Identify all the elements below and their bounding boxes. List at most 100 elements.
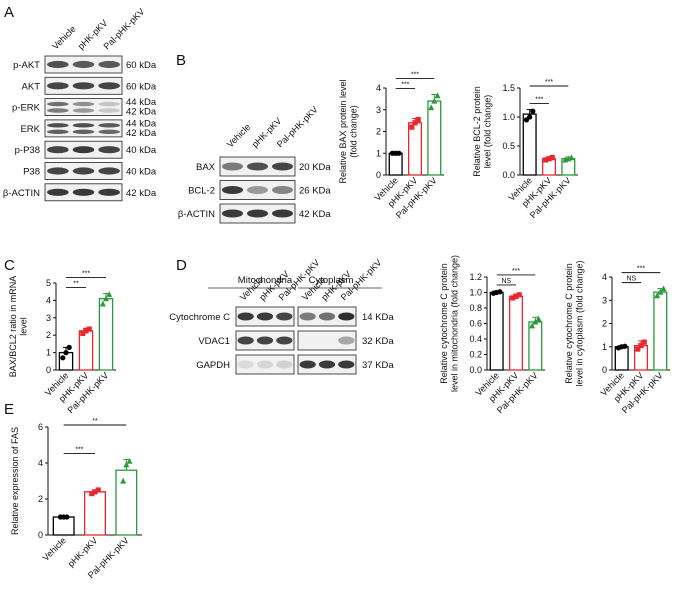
significance-label: ***	[512, 268, 520, 275]
blot-a-p-erk-kda: 44 kDa	[126, 97, 157, 108]
blot-a-akt-band	[98, 82, 120, 90]
blot-a-actin-band	[72, 188, 95, 196]
data-point	[546, 156, 552, 162]
blot-d-vdac1-cyto-strip	[297, 330, 357, 351]
blot-a-p-p38-band	[47, 146, 69, 154]
blot-d-gapdh-mito-strip	[235, 354, 295, 375]
y-tick-label: 2	[602, 319, 607, 329]
blot-d-gapdh-cyto-band	[299, 360, 316, 369]
bar-vehicle	[58, 351, 74, 371]
blot-a-p-erk-kda-2: 42 kDa	[126, 107, 157, 118]
y-tick-label: 3	[46, 313, 51, 323]
bar-vehicle	[614, 346, 629, 371]
significance-label: NS	[626, 276, 636, 283]
blot-a-p-erk-band	[47, 101, 69, 107]
chart-bcl2-protein: 0.0 0.5 1.0 1.5 Relative BCL-2 proteinlevel …	[472, 79, 578, 220]
blot-d-group-mitochondria: Mitochondria	[238, 275, 293, 286]
blot-a-p-p38-band	[72, 146, 95, 154]
blot-a-p-erk-band	[72, 101, 95, 107]
blot-b-actin-label: β-ACTIN	[178, 209, 215, 220]
chart-cytc-mitochondria: 0.0 0.2 0.4 0.6 0.8 1.0 1.2 Relative cytochrome…	[439, 255, 545, 415]
data-point	[415, 116, 421, 123]
blot-a-akt-band	[72, 82, 95, 90]
y-tick-label: 0.4	[469, 334, 482, 344]
y-axis-label: BAX/BCL2 ratio in mRNAlevel	[8, 276, 29, 378]
chart-bax-protein: 0 1 2 3 4 Relative BAX protein level(fold cha…	[338, 72, 444, 220]
blot-a-erk-kda: 44 kDa	[126, 118, 157, 129]
blot-a-akt-label: AKT	[22, 81, 41, 92]
blot-a-erk-band	[98, 129, 120, 135]
data-point	[103, 295, 109, 302]
y-tick-label: 5	[46, 278, 51, 288]
blot-d-group-cytoplasm: Cytoplasm	[309, 275, 354, 286]
blot-d-gapdh-cyto-band	[318, 360, 336, 369]
blot-b-actin-band	[222, 209, 243, 218]
blot-b-bcl-2-band	[222, 186, 243, 194]
y-tick-label: 2	[38, 494, 43, 504]
data-point	[622, 343, 628, 349]
blot-d-cytochrome-c-mito-band	[237, 312, 254, 321]
panel-label-d: D	[176, 257, 187, 274]
blot-b-actin-band	[272, 209, 293, 218]
blot-a-p-erk-band	[47, 108, 69, 113]
data-point	[638, 342, 644, 349]
blot-a-p-p38-band	[98, 146, 120, 154]
significance-label: ***	[411, 72, 419, 79]
blot-b-bax-kda: 20 KDa	[299, 162, 331, 173]
blot-b-actin-kda: 42 KDa	[299, 209, 331, 220]
blot-a-actin-kda: 42 kDa	[126, 188, 157, 199]
significance-label: NS	[501, 278, 511, 285]
blot-b-bcl-2-kda: 26 KDa	[299, 186, 331, 197]
data-point	[86, 326, 92, 332]
y-tick-label: 1	[376, 148, 381, 158]
blot-a-p-erk-band	[72, 108, 95, 113]
y-tick-label: 0	[46, 365, 51, 375]
blot-d-vdac1-mito-band	[256, 336, 274, 345]
data-point	[549, 155, 555, 161]
blot-b-bax-band	[247, 162, 268, 171]
data-point	[635, 346, 641, 352]
significance-label: ***	[535, 96, 543, 103]
y-tick-label: 0.6	[469, 319, 482, 329]
blot-b-bax-band	[222, 162, 243, 171]
y-tick-label: 1.5	[502, 83, 515, 93]
blot-d-cytochrome-c-kda: 14 KDa	[362, 312, 394, 323]
blot-a-erk-band	[72, 123, 95, 128]
blot-d-gapdh-mito-band	[256, 360, 274, 369]
blot-d-gapdh-mito-band	[237, 360, 254, 369]
data-point	[89, 491, 95, 497]
y-tick-label: 0	[38, 530, 43, 540]
y-tick-label: 2	[46, 330, 51, 340]
blot-a-lane-label-pal-phk-pkv: Pal-pHK-pKV	[102, 6, 147, 51]
data-point	[106, 291, 113, 297]
data-point	[535, 315, 542, 322]
blot-d-cytochrome-c-cyto-band	[338, 312, 355, 321]
significance-label: ***	[75, 446, 83, 453]
blot-b-lane-label-vehicle: Vehicle	[225, 122, 253, 150]
data-point	[516, 292, 522, 298]
data-point	[428, 104, 435, 111]
panel-label-a: A	[4, 4, 14, 21]
blot-a-p-erk-label: p-ERK	[12, 103, 41, 114]
significance-label: ***	[82, 270, 90, 277]
y-tick-label: 0.5	[502, 141, 515, 151]
data-point	[660, 285, 667, 292]
significance-label: ***	[637, 266, 645, 273]
data-point	[543, 157, 549, 163]
blot-a-p-erk-strip	[44, 98, 123, 116]
blot-b-bcl-2-strip	[219, 180, 296, 200]
blot-d-vdac1-cyto-band	[338, 336, 355, 345]
x-tick-label-vehicle: Vehicle	[40, 535, 68, 563]
blot-d-vdac1-kda: 32 KDa	[362, 336, 394, 347]
blot-a-p-erk-band	[98, 101, 120, 107]
y-axis-label: Relative BAX protein level(fold change)	[338, 79, 359, 183]
bar-pal-phk-pkv	[528, 321, 543, 371]
blot-a-erk-band	[98, 123, 120, 128]
blot-a-actin-label: β-ACTIN	[3, 188, 40, 199]
data-point	[99, 300, 106, 307]
significance-label: ***	[545, 79, 553, 86]
data-point	[63, 350, 69, 356]
blot-a-erk-strip	[44, 119, 123, 138]
bar-phk-pkv	[78, 330, 94, 371]
